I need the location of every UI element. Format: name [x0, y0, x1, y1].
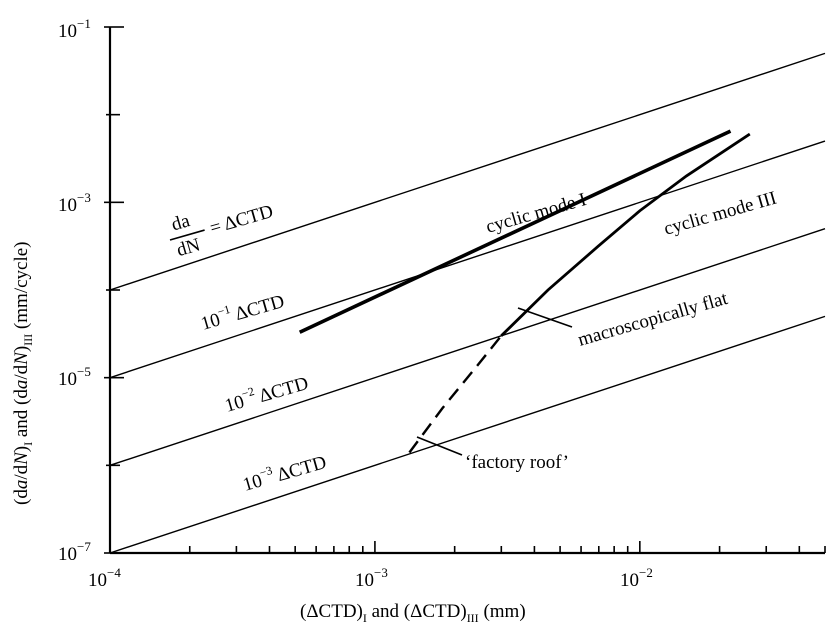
ref-label-0-01: 10−2 ΔCTD — [221, 369, 310, 417]
flat-label: macroscopically flat — [576, 288, 731, 351]
x-tick-label: 10−3 — [355, 565, 388, 591]
x-axis-title: (ΔCTD)I and (ΔCTD)III (mm) — [300, 601, 526, 625]
mode1-label: cyclic mode I — [484, 189, 589, 238]
reference-line-1 — [110, 141, 825, 378]
reference-line-3 — [110, 316, 825, 553]
y-tick-labels: 10−7 10−5 10−3 10−1 — [58, 16, 91, 565]
roof-leader-line — [417, 437, 462, 455]
x-tick-labels: 10−4 10−3 10−2 — [88, 565, 653, 591]
y-tick-label: 10−7 — [58, 539, 91, 565]
y-tick-label: 10−5 — [58, 364, 91, 390]
x-tick-label: 10−4 — [88, 565, 121, 591]
ref-label-0-001: 10−3 ΔCTD — [239, 448, 328, 496]
eq-numerator: da — [169, 210, 193, 235]
y-tick-label: 10−3 — [58, 190, 91, 216]
data-series — [300, 131, 750, 452]
roof-label: ‘factory roof’ — [465, 452, 569, 473]
eq-annotation: da dN = ΔCTD — [163, 188, 278, 263]
y-tick-label: 10−1 — [58, 16, 91, 42]
reference-line-2 — [110, 229, 825, 466]
eq-rhs: = ΔCTD — [208, 201, 276, 239]
y-axis-title: (da/dN)I and (da/dN)III (mm/cycle) — [11, 241, 35, 505]
ref-label-0-1: 10−1 ΔCTD — [197, 287, 286, 335]
series-line-2 — [409, 336, 501, 453]
flat-leader-line — [518, 308, 572, 327]
mode3-label: cyclic mode III — [662, 188, 779, 240]
x-tick-label: 10−2 — [620, 565, 653, 591]
